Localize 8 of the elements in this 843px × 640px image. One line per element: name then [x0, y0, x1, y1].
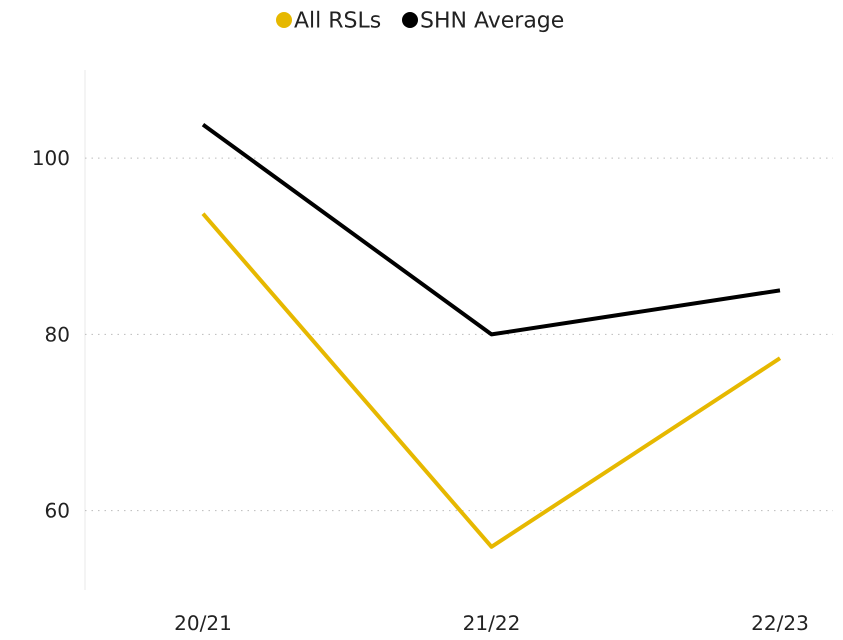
x-tick-label: 22/23	[751, 611, 809, 635]
y-tick-label: 60	[44, 498, 70, 523]
legend-label: All RSLs	[294, 8, 382, 34]
y-tick-label: 80	[44, 322, 70, 346]
x-tick-label: 20/21	[174, 611, 232, 635]
x-tick-label: 21/22	[462, 611, 520, 635]
legend-label: SHN Average	[420, 8, 564, 34]
y-tick-label: 100	[32, 146, 70, 170]
